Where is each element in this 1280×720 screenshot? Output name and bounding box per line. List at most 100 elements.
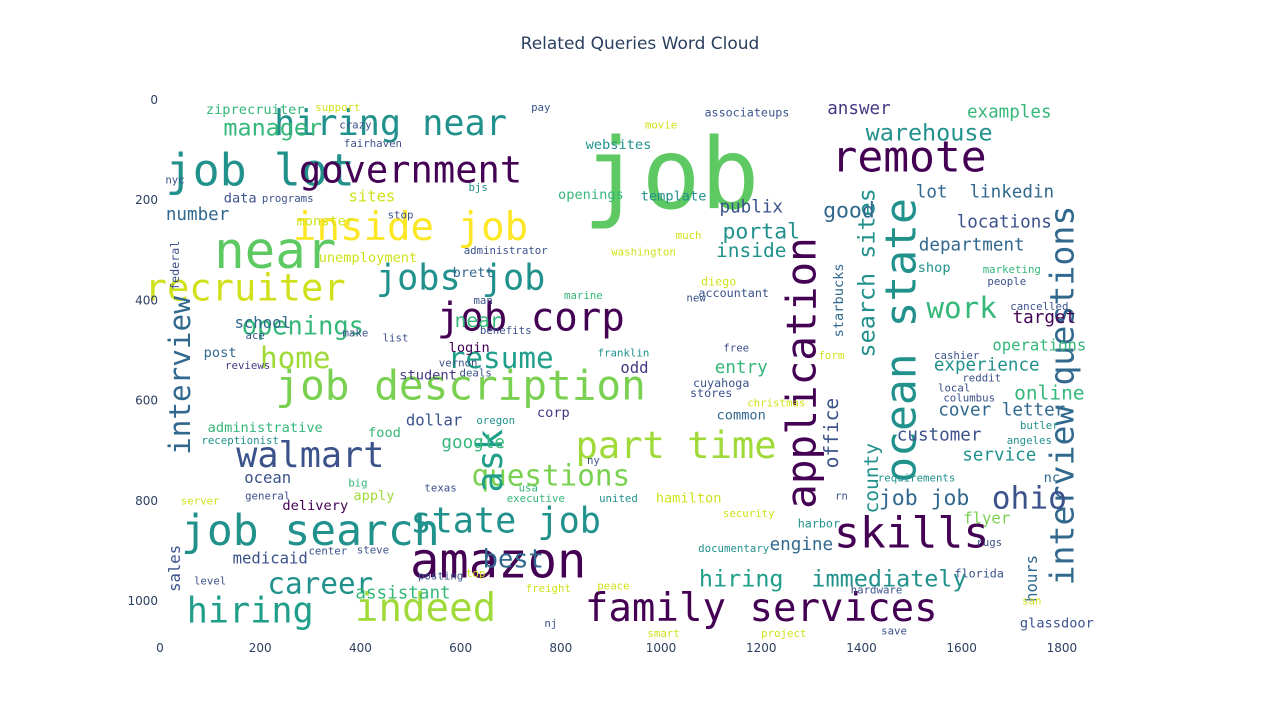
word-office: office xyxy=(820,398,843,469)
word-harbor: harbor xyxy=(798,516,840,530)
word-accountant: accountant xyxy=(698,286,769,300)
word-locations: locations xyxy=(957,213,1052,233)
word-texas: texas xyxy=(424,482,456,495)
word-search-sites: search sites xyxy=(852,188,880,357)
word-examples: examples xyxy=(967,103,1052,123)
word-websites: websites xyxy=(586,137,652,153)
word-free: free xyxy=(723,341,749,354)
word-united: united xyxy=(599,492,638,505)
word-rn: rn xyxy=(835,489,848,502)
x-tick-label: 1400 xyxy=(846,641,877,655)
word-student: student xyxy=(399,368,457,384)
word-peace: peace xyxy=(597,579,629,592)
word-angeles: angeles xyxy=(1007,434,1052,447)
x-tick-label: 1000 xyxy=(646,641,677,655)
word-nc: nc xyxy=(1044,470,1060,486)
word-list: list xyxy=(383,331,409,344)
word-reviews: reviews xyxy=(225,359,270,372)
word-hiring: hiring xyxy=(187,590,314,631)
word-level: level xyxy=(194,574,226,587)
word-openings: openings xyxy=(558,187,624,203)
word-job-lot: job lot xyxy=(166,144,355,197)
word-application: application xyxy=(777,237,825,509)
word-operations: operations xyxy=(992,336,1086,354)
word-christmas: christmas xyxy=(747,397,805,410)
word-service: service xyxy=(962,446,1036,466)
word-starbucks: starbucks xyxy=(831,263,847,337)
word-much: much xyxy=(676,229,702,242)
word-job-corp: job corp xyxy=(437,295,625,340)
word-ups: ups xyxy=(768,106,789,120)
word-login: login xyxy=(449,340,490,356)
word-publix: publix xyxy=(719,198,783,218)
word-requirements: requirements xyxy=(878,472,956,485)
y-tick-label: 800 xyxy=(135,494,158,508)
y-tick-label: 0 xyxy=(150,93,158,107)
word-recruiter: recruiter xyxy=(145,266,346,309)
y-axis-ticks: 0 200 400 600 800 1000 xyxy=(127,93,158,608)
word-general: general xyxy=(245,489,290,502)
word-smart: smart xyxy=(647,627,679,640)
word-jobs-job: jobs job xyxy=(376,257,545,298)
word-lot: lot xyxy=(916,183,948,203)
word-skills: skills xyxy=(834,508,989,558)
word-washington: washington xyxy=(611,245,676,258)
word-people: people xyxy=(987,275,1026,288)
x-tick-label: 600 xyxy=(449,641,472,655)
word-openings: openings xyxy=(242,310,364,340)
word-deals: deals xyxy=(459,367,491,380)
word-franklin: franklin xyxy=(598,346,650,359)
word-state-job: state job xyxy=(410,500,601,541)
word-job-description: job description xyxy=(275,362,645,410)
word-glassdoor: glassdoor xyxy=(1020,615,1094,631)
word-county: county xyxy=(860,443,883,514)
word-school: school xyxy=(235,314,291,332)
word-form: form xyxy=(818,349,844,362)
word-marketing: marketing xyxy=(983,263,1041,276)
word-job: job xyxy=(583,118,759,232)
word-ask: ask xyxy=(470,429,511,493)
word-project: project xyxy=(761,627,806,640)
word-work: work xyxy=(926,291,997,325)
word-bjs: bjs xyxy=(468,181,487,194)
word-corp: corp xyxy=(537,405,570,421)
word-template: template xyxy=(641,189,707,205)
word-administrative: administrative xyxy=(208,420,323,436)
word-shop: shop xyxy=(918,260,951,276)
word-big: big xyxy=(348,477,367,490)
word-benefits: benefits xyxy=(480,324,532,337)
word-answer: answer xyxy=(827,99,891,119)
word-save: save xyxy=(881,625,907,638)
word-local: local xyxy=(938,382,970,395)
word-stores: stores xyxy=(690,386,732,400)
word-assistant: assistant xyxy=(355,583,450,603)
word-make: make xyxy=(342,326,368,339)
word-movie: movie xyxy=(645,119,677,132)
word-near: near xyxy=(455,309,502,332)
word-nj: nj xyxy=(544,617,557,630)
word-family-services: family services xyxy=(585,586,938,631)
word-interview-questions: interview questions xyxy=(1042,206,1081,586)
word-steve: steve xyxy=(357,543,389,556)
word-cancelled: cancelled xyxy=(1010,300,1068,313)
word-odd: odd xyxy=(620,359,648,377)
word-cashier: cashier xyxy=(934,349,980,362)
word-florida: florida xyxy=(955,566,1004,580)
word-good: good xyxy=(823,199,875,224)
word-nyc: nyc xyxy=(165,174,184,187)
x-tick-label: 0 xyxy=(156,641,164,655)
word-support: support xyxy=(315,101,360,114)
word-freight: freight xyxy=(526,582,571,595)
word-documentary: documentary xyxy=(698,542,770,555)
word-hamilton: hamilton xyxy=(656,490,722,506)
y-tick-label: 1000 xyxy=(127,594,158,608)
word-ocean-state: ocean state xyxy=(877,198,927,483)
word-inside: inside xyxy=(716,239,787,262)
word-medicaid: medicaid xyxy=(233,549,308,567)
word-hours: hours xyxy=(1023,555,1041,602)
word-career: career xyxy=(267,566,373,600)
y-tick-label: 400 xyxy=(135,293,158,307)
word-top: top xyxy=(466,567,485,580)
word-monster: monster xyxy=(297,214,355,230)
